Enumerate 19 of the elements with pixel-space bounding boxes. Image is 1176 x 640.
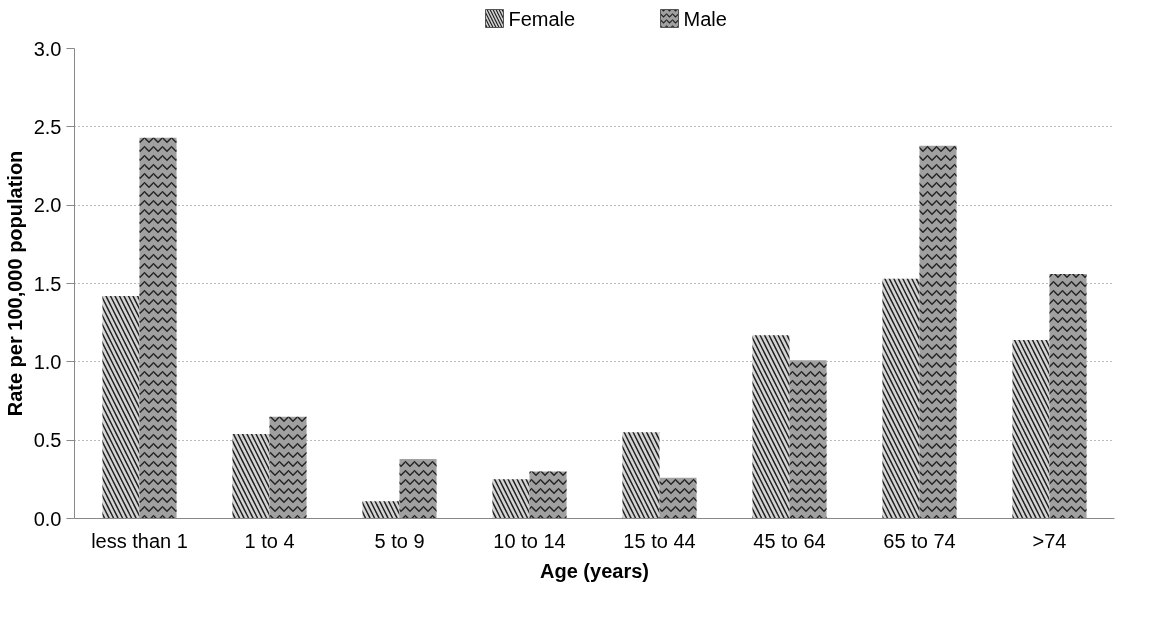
x-tick-label: 65 to 74 bbox=[883, 529, 956, 552]
y-tick-label: 3.0 bbox=[33, 37, 62, 60]
x-tick-label: >74 bbox=[1032, 529, 1067, 552]
y-tick-label: 0.0 bbox=[33, 507, 62, 530]
legend-label: Female bbox=[508, 7, 576, 30]
y-axis-title: Rate per 100,000 population bbox=[3, 150, 26, 417]
y-tick-label: 1.5 bbox=[33, 272, 62, 295]
y-tick-label: 1.0 bbox=[33, 350, 62, 373]
y-tick-label: 2.5 bbox=[33, 115, 62, 138]
x-tick-label: 1 to 4 bbox=[244, 529, 295, 552]
x-tick-label: 10 to 14 bbox=[493, 529, 566, 552]
x-axis-title: Age (years) bbox=[540, 559, 649, 582]
legend-label: Male bbox=[683, 7, 727, 30]
y-tick-label: 0.5 bbox=[33, 429, 62, 452]
x-tick-label: 15 to 44 bbox=[623, 529, 696, 552]
x-tick-label: 5 to 9 bbox=[374, 529, 425, 552]
x-tick-label: less than 1 bbox=[91, 529, 188, 552]
x-tick-label: 45 to 64 bbox=[753, 529, 826, 552]
y-tick-label: 2.0 bbox=[33, 194, 62, 217]
